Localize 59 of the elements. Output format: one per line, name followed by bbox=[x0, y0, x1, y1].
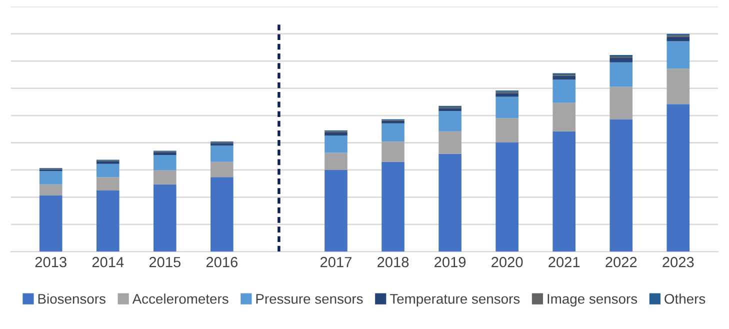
bar bbox=[382, 120, 404, 124]
legend-label: Image sensors bbox=[548, 294, 638, 307]
x-tick-label: 2019 bbox=[434, 256, 466, 268]
bar bbox=[210, 143, 234, 146]
legend-label: Accelerometers bbox=[132, 294, 228, 304]
x-tick-label: 2021 bbox=[548, 256, 580, 268]
bar bbox=[552, 80, 576, 103]
bar bbox=[666, 68, 690, 104]
bar bbox=[610, 86, 633, 120]
legend-label: Pressure sensors bbox=[256, 294, 363, 304]
x-tick-label: 2023 bbox=[662, 256, 694, 268]
bar bbox=[496, 96, 518, 118]
legend-label: Temperature sensors bbox=[390, 294, 520, 307]
x-tick-label: 2013 bbox=[35, 256, 66, 268]
x-tick-label: 2014 bbox=[92, 256, 124, 268]
bar bbox=[324, 170, 348, 252]
bar bbox=[154, 154, 176, 170]
bar bbox=[438, 131, 462, 154]
legend-label: Others bbox=[664, 294, 706, 304]
bar bbox=[154, 184, 176, 252]
bar bbox=[324, 132, 348, 136]
bar bbox=[666, 104, 690, 252]
bar bbox=[438, 108, 462, 112]
bar bbox=[324, 152, 348, 170]
bar bbox=[96, 190, 120, 252]
bar bbox=[210, 146, 234, 162]
x-tick-label: 2018 bbox=[378, 256, 409, 268]
bar bbox=[210, 177, 234, 252]
x-tick-label: 2016 bbox=[206, 256, 238, 268]
bar bbox=[666, 41, 690, 69]
bar bbox=[96, 164, 120, 178]
bar bbox=[96, 161, 120, 164]
bar bbox=[382, 123, 404, 142]
x-tick-label: 2020 bbox=[492, 256, 523, 268]
bar bbox=[438, 111, 462, 132]
bar bbox=[552, 76, 576, 80]
legend-label: Biosensors bbox=[38, 294, 106, 304]
bar bbox=[39, 184, 62, 196]
bar bbox=[96, 177, 120, 190]
x-tick-label: 2015 bbox=[149, 256, 181, 268]
bar bbox=[552, 131, 576, 252]
bar bbox=[610, 62, 633, 87]
x-tick-label: 2017 bbox=[320, 256, 352, 268]
bar bbox=[210, 162, 234, 178]
bar bbox=[382, 142, 404, 162]
x-tick-label: 2022 bbox=[606, 256, 637, 268]
bar bbox=[610, 119, 633, 252]
bar bbox=[552, 102, 576, 132]
bar bbox=[39, 195, 62, 252]
bar bbox=[438, 154, 462, 252]
bar bbox=[496, 142, 518, 252]
bar bbox=[496, 118, 518, 143]
bar bbox=[610, 58, 633, 62]
bar bbox=[382, 162, 404, 252]
bar bbox=[324, 136, 348, 153]
bar bbox=[496, 93, 518, 97]
bar bbox=[39, 171, 62, 184]
bar bbox=[666, 36, 690, 42]
bar bbox=[154, 170, 176, 184]
